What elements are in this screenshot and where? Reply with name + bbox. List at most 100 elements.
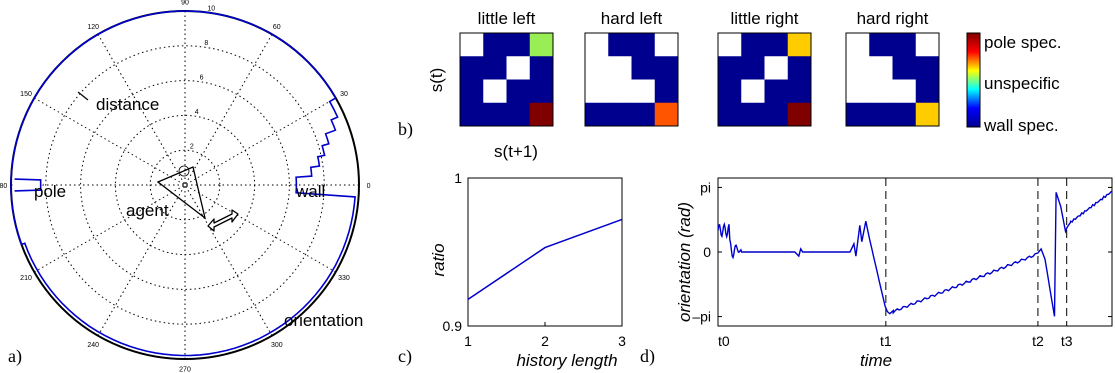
orientation-ytick: 0 — [703, 244, 711, 260]
orientation-xtick: t3 — [1061, 333, 1073, 349]
heatmap-cell — [608, 79, 632, 104]
heatmap-xlabel: s(t+1) — [494, 142, 538, 161]
distance-pointer — [77, 91, 89, 101]
heatmap-cell — [764, 33, 789, 57]
heatmap-cell — [718, 79, 742, 104]
heatmap-cell — [631, 33, 656, 57]
heatmap-cell — [483, 79, 507, 104]
heatmap-cell — [654, 56, 679, 80]
polar-angle-tick: 30 — [340, 91, 348, 98]
heatmap-cell — [741, 56, 765, 80]
heatmap-frame — [459, 32, 554, 127]
heatmap-cell — [787, 33, 812, 57]
polar-pole-notch — [14, 178, 42, 192]
heatmap-frame — [717, 32, 812, 127]
orientation-xtick: t2 — [1032, 333, 1044, 349]
heatmap-cell — [915, 56, 940, 80]
heatmap-cell — [529, 56, 554, 80]
polar-angle-tick: 270 — [179, 367, 191, 373]
heatmap-cell — [529, 33, 554, 57]
heatmap-cell — [506, 79, 531, 104]
heatmap-cell — [529, 79, 554, 104]
heatmap-cell — [718, 33, 742, 57]
heatmap-cell — [483, 56, 507, 80]
polar-angle-tick: 240 — [87, 342, 99, 349]
panel-label-c: c) — [398, 346, 412, 367]
polar-angle-tick: 90 — [181, 0, 189, 6]
orientation-xlabel: time — [860, 351, 892, 370]
heatmap-cell — [915, 79, 940, 104]
heatmap-cell — [846, 102, 870, 127]
heatmap-cell — [869, 33, 893, 57]
polar-grid-circle — [114, 114, 256, 256]
polar-angle-tick: 330 — [338, 275, 350, 282]
heatmap-cell — [608, 56, 632, 80]
heatmap-cell — [608, 33, 632, 57]
heatmap-cell — [787, 79, 812, 104]
heatmap-cell — [608, 102, 632, 127]
heatmap-cell — [741, 102, 765, 127]
heatmap-cell — [869, 56, 893, 80]
heatmap-cell — [460, 33, 484, 57]
heatmap-cell — [764, 79, 789, 104]
heatmap-cell — [892, 79, 917, 104]
heatmap-cell — [654, 102, 679, 127]
orientation-xtick: t0 — [718, 333, 730, 349]
colorbar-gradient — [966, 32, 981, 128]
colorbar: pole spec. unspecific wall spec. — [966, 32, 1062, 135]
heatmap-cell — [718, 102, 742, 127]
heatmap-cell — [483, 33, 507, 57]
colorbar-label: pole spec. — [984, 33, 1062, 52]
ratio-xtick: 2 — [541, 333, 549, 349]
heatmap-cell — [741, 33, 765, 57]
heatmap-cell — [764, 56, 789, 80]
heatmap-cell — [846, 56, 870, 80]
heatmap-cell — [631, 56, 656, 80]
polar-pole-gap — [13, 178, 42, 192]
heatmap-cell — [892, 102, 917, 127]
orientation-ylabel: orientation (rad) — [675, 202, 694, 322]
polar-angle-tick: 180 — [0, 183, 7, 190]
heatmap-cell — [483, 102, 507, 127]
heatmap-cell — [460, 102, 484, 127]
orientation-line — [717, 190, 1113, 317]
ratio-ytick: 0.9 — [443, 318, 463, 334]
polar-radial-tick: 10 — [207, 6, 215, 13]
heatmap-cell — [892, 56, 917, 80]
heatmap-cell — [741, 79, 765, 104]
heatmap-cell — [654, 33, 679, 57]
label-wall: wall — [295, 182, 325, 201]
polar-radial-tick: 6 — [200, 75, 204, 82]
heatmap-title: little right — [730, 9, 798, 28]
polar-angle-tick: 300 — [271, 342, 283, 349]
heatmap-cell — [892, 33, 917, 57]
ratio-xlabel: history length — [516, 351, 617, 370]
panel-label-b: b) — [398, 119, 413, 140]
ratio-ylabel: ratio — [429, 243, 448, 276]
heatmap-cell — [915, 33, 940, 57]
heatmap-cell — [529, 102, 554, 127]
polar-angle-tick: 0 — [367, 183, 371, 190]
heatmap-cell — [506, 56, 531, 80]
agent-triangle — [156, 166, 207, 220]
heatmap-cell — [585, 56, 609, 80]
ratio-line — [467, 218, 623, 301]
panel-label-d: d) — [640, 346, 655, 367]
heatmap-cell — [869, 79, 893, 104]
ratio-chart: 1 2 30.91 — [443, 170, 627, 349]
heatmap-cell — [846, 33, 870, 57]
heatmap-cell — [764, 102, 789, 127]
polar-plot: 90 120 150 180 210 240 270 300 330 0 30 60 2 4 6 8 10 dis… — [0, 0, 371, 373]
heatmap-cell — [460, 56, 484, 80]
heatmap-frame — [584, 32, 679, 127]
heatmap-cell — [846, 79, 870, 104]
heatmap-cell — [506, 33, 531, 57]
heatmap-cell — [869, 102, 893, 127]
panel-label-a: a) — [8, 346, 22, 367]
polar-grid-circle — [45, 45, 325, 325]
colorbar-label: wall spec. — [983, 116, 1059, 135]
orientation-ytick: –pi — [692, 309, 711, 325]
heatmap-cell — [585, 33, 609, 57]
heatmap-title: hard right — [857, 9, 929, 28]
